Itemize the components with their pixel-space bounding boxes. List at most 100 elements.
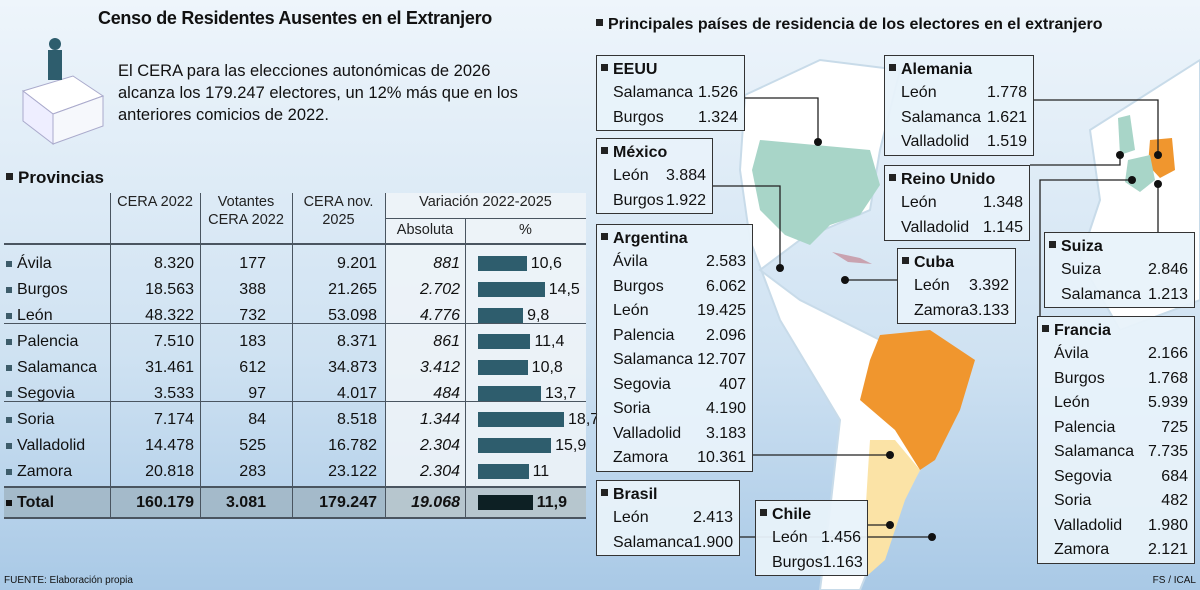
elector-count: 1.145: [982, 218, 1023, 236]
elector-count: 1.621: [986, 108, 1027, 126]
bullet-icon: [6, 364, 12, 371]
country-box-francia: Francia Ávila 2.166 Burgos 1.768 León 5.939 Pal…: [1037, 316, 1195, 564]
elector-count: 2.846: [1147, 261, 1188, 278]
country-row: Valladolid 3.183: [605, 422, 746, 447]
province-name-cell: León: [6, 307, 53, 325]
cera-2025-cell: 34.873: [328, 359, 377, 376]
country-row: León 1.456: [764, 526, 861, 551]
pct-label: 11,4: [534, 333, 565, 350]
bullet-icon: [601, 489, 608, 497]
table-row: Salamanca 31.461 612 34.873 3.412 10,8: [4, 355, 586, 381]
votantes-2022-cell: 183: [239, 333, 266, 350]
country-row: Soria 4.190: [605, 397, 746, 422]
elector-count: 6.062: [705, 277, 746, 295]
bullet-icon: [889, 174, 896, 182]
intro-text: El CERA para las elecciones autonómicas …: [118, 62, 518, 124]
province-name-cell: Palencia: [6, 333, 78, 351]
bullet-icon: [902, 257, 909, 265]
country-row: Ávila 2.166: [1046, 342, 1188, 367]
country-row: Burgos 6.062: [605, 275, 746, 300]
table-row: Palencia 7.510 183 8.371 861 11,4: [4, 329, 586, 355]
cera-2025-cell: 4.017: [336, 385, 377, 402]
country-name: Chile: [760, 504, 861, 526]
province-label: Ávila: [17, 255, 52, 272]
variacion-absoluta-cell: 19.068: [411, 494, 460, 511]
country-box-eeuu: EEUU Salamanca 1.526 Burgos 1.324: [596, 55, 745, 131]
pct-label: 10,6: [530, 255, 562, 272]
province-name-cell: Total: [6, 494, 54, 512]
variacion-absoluta-cell: 484: [433, 385, 460, 402]
country-row: Palencia 725: [1046, 416, 1188, 441]
variacion-absoluta-cell: 2.702: [419, 281, 460, 298]
province-name: León: [1054, 394, 1090, 411]
country-row: Salamanca 12.707: [605, 348, 746, 373]
province-name: Ávila: [1054, 345, 1089, 362]
elector-count: 12.707: [697, 351, 746, 368]
usa-shape: [752, 140, 880, 245]
elector-count: 684: [1161, 467, 1188, 485]
bullet-icon: [760, 509, 767, 517]
elector-count: 19.425: [697, 302, 746, 319]
country-box-cuba: Cuba León 3.392 Zamora 3.133: [897, 248, 1016, 324]
country-box-alemania: Alemania León 1.778 Salamanca 1.621 Valladoli…: [884, 55, 1034, 156]
country-name: Alemania: [889, 59, 1027, 81]
bullet-icon: [6, 416, 12, 423]
variacion-absoluta-cell: 881: [433, 255, 460, 272]
province-name: Valladolid: [901, 218, 970, 236]
bullet-icon: [6, 499, 12, 506]
cera-2025-cell: 8.371: [336, 333, 377, 350]
uk-shape: [1118, 115, 1135, 155]
province-name: Zamora: [613, 449, 669, 466]
country-row: Burgos 1.324: [605, 106, 738, 131]
elector-count: 2.121: [1147, 541, 1188, 558]
elector-count: 3.183: [705, 424, 746, 442]
cera-2025-cell: 21.265: [328, 281, 377, 298]
country-box-méxico: México León 3.884 Burgos 1.922: [596, 138, 713, 214]
table-row: Ávila 8.320 177 9.201 881 10,6: [4, 251, 586, 277]
province-name-cell: Salamanca: [6, 359, 97, 377]
bullet-icon: [601, 64, 608, 72]
votantes-2022-cell: 84: [248, 411, 266, 428]
country-name: Cuba: [902, 252, 1009, 274]
elector-count: 2.413: [692, 509, 733, 526]
elector-count: 3.133: [969, 301, 1010, 319]
bullet-icon: [6, 260, 12, 267]
cera-2025-cell: 53.098: [328, 307, 377, 324]
province-name: León: [914, 277, 950, 294]
elector-count: 1.348: [982, 194, 1023, 211]
cera-2022-cell: 3.533: [153, 385, 194, 402]
province-name: Ávila: [613, 253, 648, 270]
header-pct: %: [519, 222, 532, 238]
argentina-chile-shape: [865, 440, 920, 575]
province-name: Burgos: [613, 108, 664, 126]
province-label: Valladolid: [17, 437, 86, 454]
country-name: Francia: [1042, 320, 1188, 342]
province-name: Zamora: [914, 301, 970, 319]
country-row: Burgos 1.768: [1046, 367, 1188, 392]
elector-count: 1.456: [820, 529, 861, 546]
country-row: Zamora 3.133: [906, 299, 1009, 324]
country-row: Segovia 407: [605, 373, 746, 398]
table-row: Segovia 3.533 97 4.017 484 13,7: [4, 381, 586, 407]
province-name: León: [613, 302, 649, 319]
country-row: Salamanca 1.526: [605, 81, 738, 106]
elector-count: 2.583: [705, 253, 746, 270]
cera-2022-cell: 160.179: [136, 494, 194, 511]
header-votantes: Votantes CERA 2022: [208, 194, 284, 228]
pct-bar: [478, 386, 542, 401]
pct-bar: [478, 308, 524, 323]
province-name: León: [901, 194, 937, 211]
header-cera-2025: CERA nov. 2025: [303, 194, 374, 228]
bullet-icon: [6, 468, 12, 475]
province-name-cell: Ávila: [6, 255, 52, 273]
elector-count: 1.778: [986, 84, 1027, 101]
country-row: Zamora 10.361: [605, 446, 746, 471]
pct-label: 10,8: [531, 359, 563, 376]
country-name: EEUU: [601, 59, 738, 81]
bullet-icon: [1042, 325, 1049, 333]
bullet-icon: [889, 64, 896, 72]
pct-bar: [478, 334, 531, 349]
province-label: Segovia: [17, 385, 75, 402]
elector-count: 1.768: [1147, 369, 1188, 387]
bullet-icon: [601, 147, 608, 155]
